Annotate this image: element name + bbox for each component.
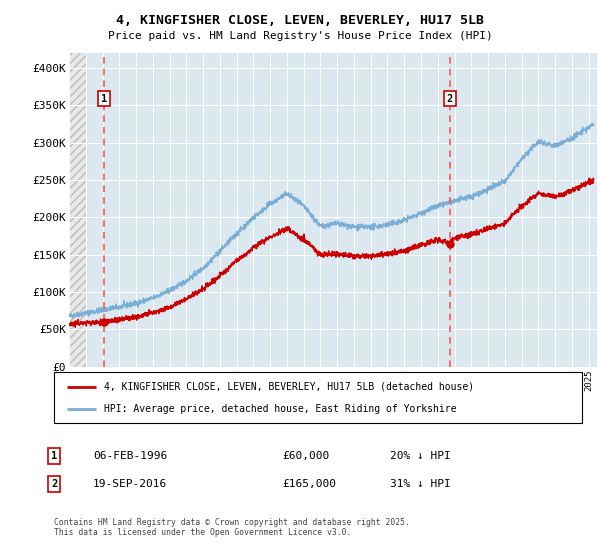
Text: 4, KINGFISHER CLOSE, LEVEN, BEVERLEY, HU17 5LB (detached house): 4, KINGFISHER CLOSE, LEVEN, BEVERLEY, HU… xyxy=(104,381,474,391)
Text: 2: 2 xyxy=(447,94,453,104)
Text: 06-FEB-1996: 06-FEB-1996 xyxy=(93,451,167,461)
Text: 20% ↓ HPI: 20% ↓ HPI xyxy=(390,451,451,461)
Text: 2: 2 xyxy=(51,479,57,489)
Text: 1: 1 xyxy=(51,451,57,461)
Text: 19-SEP-2016: 19-SEP-2016 xyxy=(93,479,167,489)
Text: 31% ↓ HPI: 31% ↓ HPI xyxy=(390,479,451,489)
Text: £60,000: £60,000 xyxy=(282,451,329,461)
Text: HPI: Average price, detached house, East Riding of Yorkshire: HPI: Average price, detached house, East… xyxy=(104,404,457,414)
Bar xyxy=(69,53,86,367)
Text: Price paid vs. HM Land Registry's House Price Index (HPI): Price paid vs. HM Land Registry's House … xyxy=(107,31,493,41)
Text: £165,000: £165,000 xyxy=(282,479,336,489)
Text: 1: 1 xyxy=(101,94,107,104)
FancyBboxPatch shape xyxy=(54,372,582,423)
Text: Contains HM Land Registry data © Crown copyright and database right 2025.
This d: Contains HM Land Registry data © Crown c… xyxy=(54,518,410,538)
Text: 4, KINGFISHER CLOSE, LEVEN, BEVERLEY, HU17 5LB: 4, KINGFISHER CLOSE, LEVEN, BEVERLEY, HU… xyxy=(116,14,484,27)
